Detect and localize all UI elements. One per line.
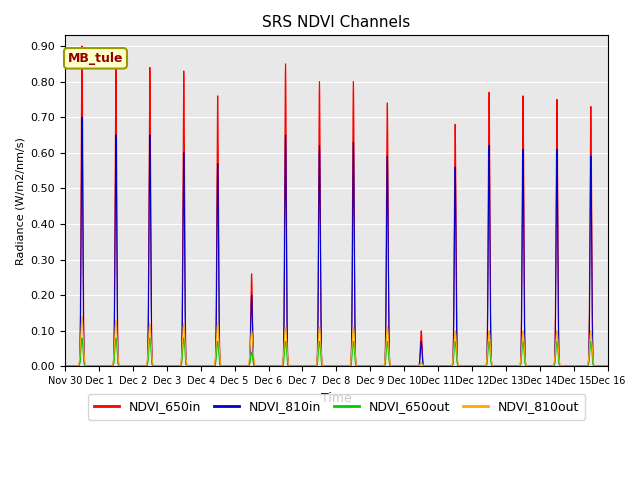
- Y-axis label: Radiance (W/m2/nm/s): Radiance (W/m2/nm/s): [15, 137, 25, 265]
- Title: SRS NDVI Channels: SRS NDVI Channels: [262, 15, 410, 30]
- X-axis label: Time: Time: [321, 392, 352, 405]
- Text: MB_tule: MB_tule: [68, 52, 124, 65]
- Legend: NDVI_650in, NDVI_810in, NDVI_650out, NDVI_810out: NDVI_650in, NDVI_810in, NDVI_650out, NDV…: [88, 394, 585, 420]
